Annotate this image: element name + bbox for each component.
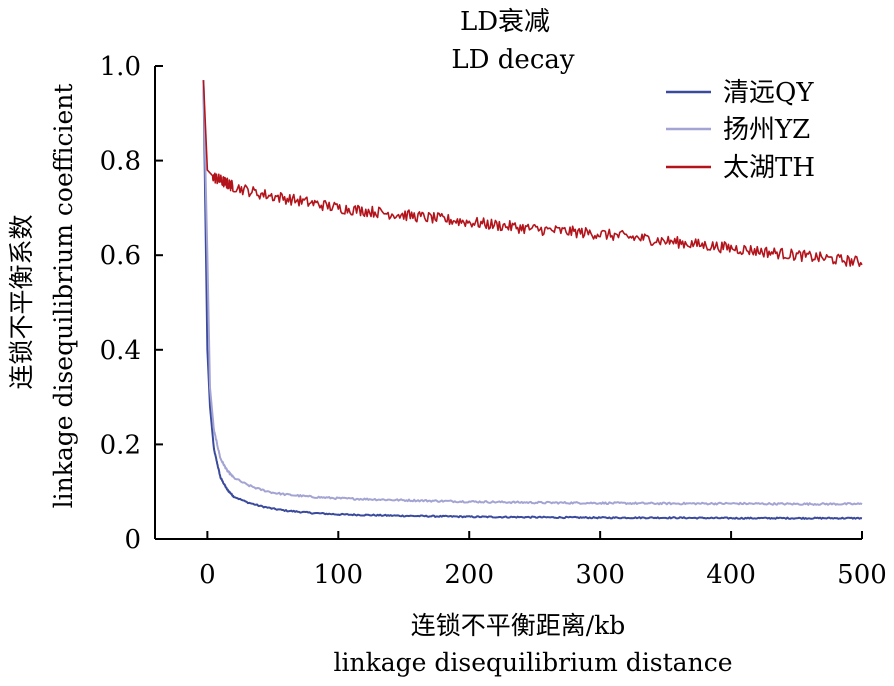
axes: 0 0.2 0.4 0.6 0.8 1.0 0 100 200 300 400 500 bbox=[100, 52, 887, 590]
y-tick-label: 0.6 bbox=[100, 241, 141, 271]
x-axis-title-en: linkage disequilibrium distance bbox=[334, 648, 733, 677]
chart-subtitle: LD decay bbox=[451, 45, 574, 75]
legend: 清远QY 扬州YZ 太湖TH bbox=[666, 78, 815, 183]
chart-title: LD衰减 bbox=[460, 7, 550, 37]
x-tick-label: 300 bbox=[575, 560, 625, 590]
x-tick-label: 100 bbox=[313, 560, 363, 590]
series-line-2 bbox=[202, 80, 863, 506]
legend-label: 扬州YZ bbox=[723, 115, 810, 145]
legend-label: 太湖TH bbox=[723, 153, 815, 183]
y-tick-label: 0.2 bbox=[100, 430, 141, 460]
y-tick-label: 0.4 bbox=[100, 336, 141, 366]
series-lines bbox=[202, 80, 863, 520]
y-tick-label: 0.8 bbox=[100, 147, 141, 177]
x-tick-label: 400 bbox=[706, 560, 756, 590]
x-tick-label: 500 bbox=[837, 560, 887, 590]
y-axis-title: 连锁不平衡系数 bbox=[7, 214, 36, 389]
y-axis-title-en: linkage disequilibrium coefficient bbox=[49, 84, 78, 509]
x-tick-label: 200 bbox=[444, 560, 494, 590]
y-tick-label: 1.0 bbox=[100, 52, 141, 82]
x-tick-label: 0 bbox=[199, 560, 216, 590]
x-axis-title: 连锁不平衡距离/kb bbox=[411, 611, 626, 640]
series-line-1 bbox=[202, 80, 863, 520]
series-line-3 bbox=[202, 80, 863, 268]
y-tick-label: 0 bbox=[124, 525, 141, 555]
legend-label: 清远QY bbox=[723, 78, 814, 108]
